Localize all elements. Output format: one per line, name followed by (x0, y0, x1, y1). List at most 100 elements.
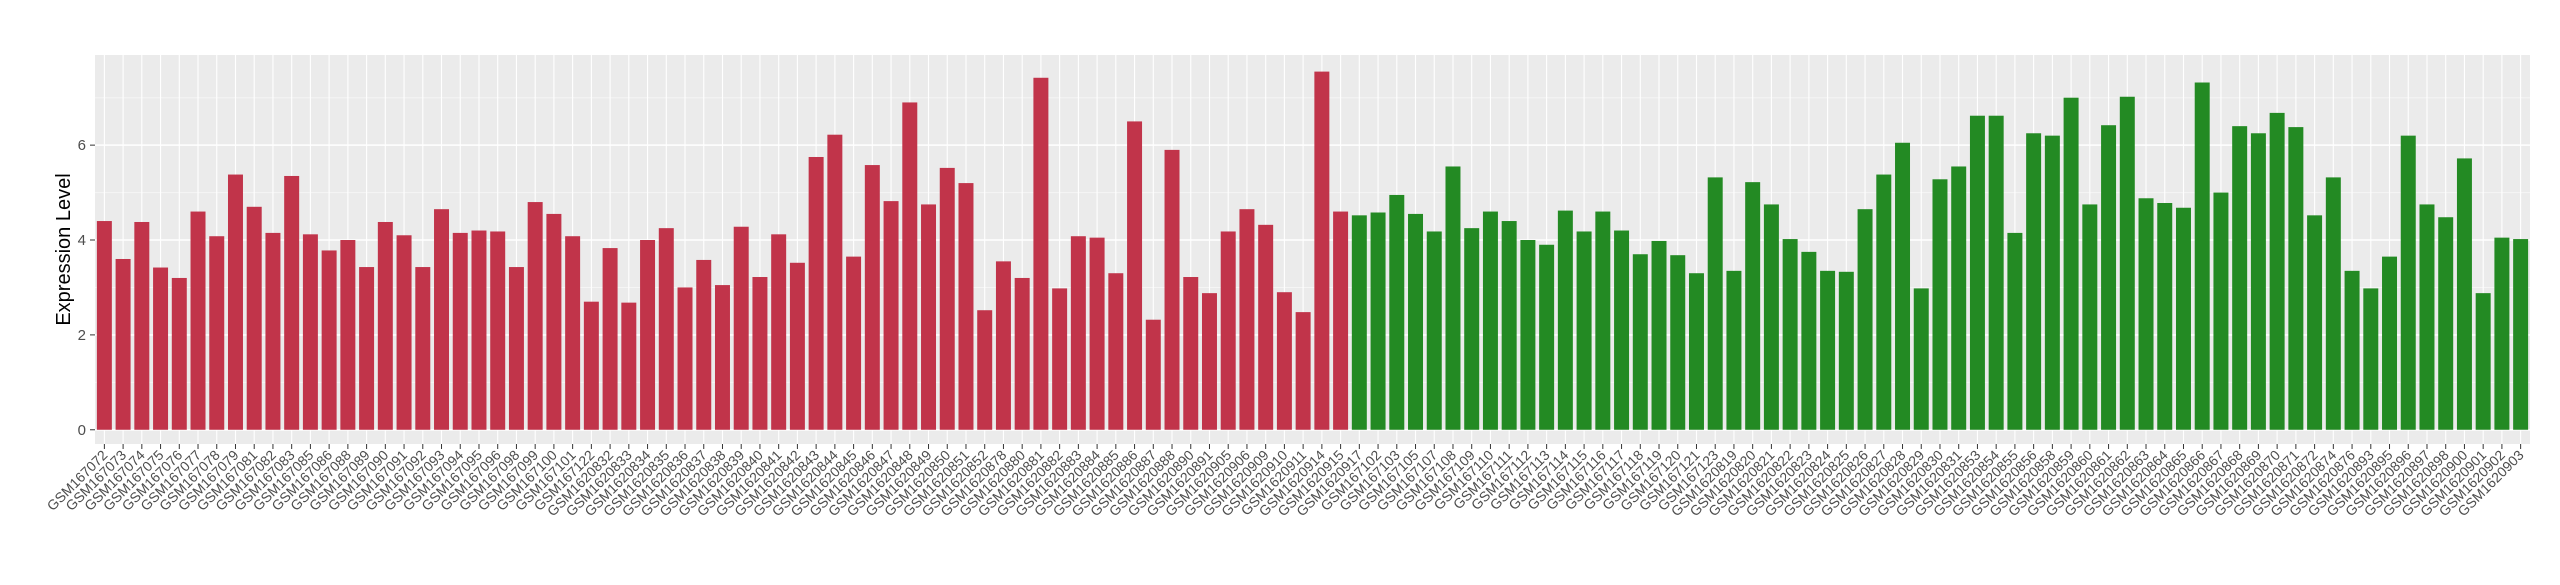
bar-GSM1620831 (1951, 166, 1967, 430)
bar-GSM1620824 (1820, 270, 1836, 430)
bar-GSM1620885 (1108, 273, 1124, 430)
bar-GSM1620852 (977, 310, 993, 430)
bar-GSM1620903 (2513, 239, 2529, 430)
bar-GSM1620849 (921, 204, 937, 430)
bar-GSM1620902 (2494, 237, 2510, 430)
bar-GSM1620909 (1258, 224, 1274, 430)
bar-GSM167077 (190, 211, 206, 430)
bar-GSM1620843 (808, 156, 824, 430)
bar-GSM1620845 (846, 256, 862, 430)
bar-GSM1620836 (677, 287, 693, 430)
bar-GSM1620898 (2438, 217, 2454, 430)
bar-GSM167123 (1707, 177, 1723, 430)
bar-GSM167101 (565, 236, 581, 430)
bar-GSM1620880 (1014, 277, 1030, 430)
bar-GSM167085 (302, 234, 318, 430)
bar-GSM1620876 (2344, 270, 2360, 430)
y-tick-label: 0 (78, 422, 86, 439)
bar-GSM167088 (340, 240, 356, 430)
bar-GSM1620884 (1089, 237, 1105, 430)
bar-GSM1620911 (1295, 312, 1311, 430)
bar-GSM167093 (434, 209, 450, 430)
bar-GSM1620871 (2288, 127, 2304, 430)
bar-GSM1620865 (2175, 207, 2191, 430)
bar-GSM167119 (1651, 240, 1667, 430)
bar-GSM1620895 (2382, 256, 2398, 430)
bar-GSM167107 (1426, 231, 1442, 430)
bar-GSM1620861 (2101, 125, 2117, 430)
bar-GSM167113 (1539, 244, 1555, 430)
bar-GSM1620893 (2363, 288, 2379, 430)
bar-GSM1620822 (1782, 239, 1798, 430)
bar-GSM1620887 (1145, 319, 1161, 430)
bar-GSM167105 (1408, 213, 1424, 430)
bar-GSM1620906 (1239, 209, 1255, 430)
bar-GSM1620842 (789, 262, 805, 430)
bar-GSM1620867 (2213, 192, 2229, 430)
bar-GSM1620826 (1857, 209, 1873, 430)
bar-GSM167082 (265, 232, 281, 430)
y-tick-label: 4 (78, 232, 86, 249)
bar-GSM1620844 (827, 134, 843, 430)
bar-GSM1620856 (2026, 133, 2042, 430)
x-axis-ticks: GSM167072GSM167073GSM167074GSM167075GSM1… (44, 444, 2527, 519)
bar-GSM167120 (1670, 255, 1686, 430)
bar-GSM1620863 (2138, 198, 2154, 430)
bar-GSM1620870 (2269, 112, 2285, 430)
bar-GSM1620827 (1876, 174, 1892, 430)
bar-GSM167091 (396, 235, 412, 430)
bar-GSM167100 (546, 213, 562, 430)
bar-GSM1620841 (771, 234, 787, 430)
bar-GSM167118 (1632, 254, 1648, 430)
bar-GSM1620914 (1314, 71, 1330, 430)
y-axis-ticks: 0 2 4 6 (78, 137, 95, 439)
bar-GSM167114 (1557, 210, 1573, 430)
bar-GSM1620829 (1913, 288, 1929, 430)
bar-GSM1620910 (1276, 292, 1292, 430)
bar-GSM1620862 (2119, 96, 2135, 430)
bar-GSM1620850 (939, 167, 955, 430)
bar-GSM167079 (227, 174, 243, 430)
bar-GSM167081 (246, 206, 262, 430)
bar-GSM1620832 (602, 248, 618, 430)
bar-GSM1620853 (1969, 115, 1985, 430)
bar-GSM1620821 (1763, 204, 1779, 430)
bar-GSM1620838 (714, 285, 730, 430)
bar-GSM167115 (1576, 231, 1592, 430)
bar-GSM1620825 (1838, 271, 1854, 430)
bar-series (96, 71, 2529, 430)
bar-GSM167083 (284, 175, 300, 430)
bar-GSM167075 (153, 267, 169, 430)
bar-GSM1620897 (2419, 204, 2435, 430)
bar-GSM1620851 (958, 183, 974, 430)
bar-GSM1620834 (640, 240, 656, 430)
bar-GSM1620883 (1070, 236, 1086, 430)
bar-GSM1620839 (733, 226, 749, 430)
bar-GSM167072 (96, 221, 112, 430)
bar-GSM1620891 (1201, 293, 1217, 430)
bar-GSM167121 (1688, 273, 1704, 430)
bar-GSM1620823 (1801, 251, 1817, 430)
bar-GSM1620872 (2307, 215, 2323, 430)
bar-GSM167103 (1389, 194, 1405, 430)
y-axis-title: Expression Level (53, 173, 75, 325)
bar-GSM167076 (171, 277, 187, 430)
bar-GSM1620858 (2044, 135, 2060, 430)
bar-GSM1620901 (2475, 293, 2491, 430)
bar-GSM167096 (490, 231, 506, 430)
bar-GSM1620819 (1726, 270, 1742, 430)
bar-GSM1620900 (2456, 158, 2472, 430)
bar-GSM1620915 (1333, 211, 1349, 430)
bar-GSM1620859 (2063, 97, 2079, 430)
bar-GSM167111 (1501, 221, 1517, 430)
bar-GSM1620848 (902, 102, 918, 430)
bar-GSM167108 (1445, 166, 1461, 430)
bar-GSM167074 (134, 221, 150, 430)
bar-GSM1620860 (2082, 204, 2098, 430)
bar-GSM1620881 (1033, 77, 1049, 430)
bar-GSM167090 (377, 221, 393, 430)
bar-GSM1620868 (2232, 126, 2248, 430)
y-tick-label: 2 (78, 327, 86, 344)
